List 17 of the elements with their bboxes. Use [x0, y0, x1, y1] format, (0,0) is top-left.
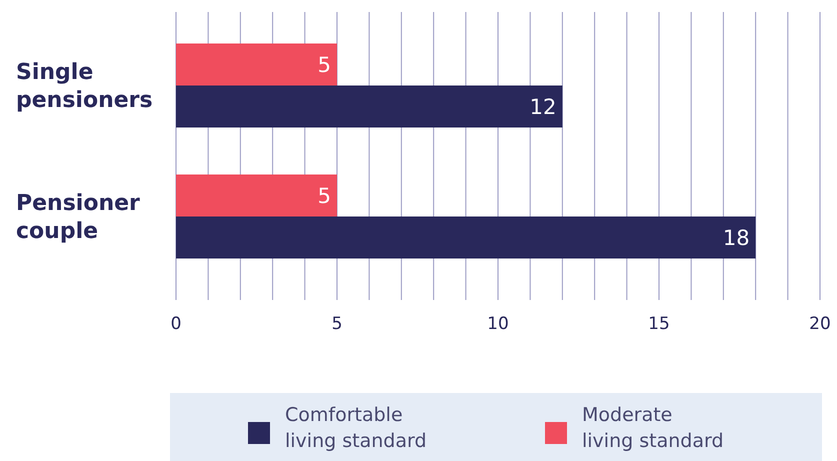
legend-label: Comfortable living standard [285, 404, 426, 452]
x-tick-label: 20 [809, 314, 831, 334]
x-tick-label: 15 [648, 314, 670, 334]
legend-label: Moderate living standard [582, 404, 724, 452]
bar [176, 86, 562, 128]
data-label: 18 [722, 226, 750, 250]
x-tick-label: 10 [487, 314, 509, 334]
y-tick-label: Pensioner couple [16, 191, 140, 244]
data-label: 5 [318, 184, 331, 208]
x-tick-label: 0 [170, 314, 182, 334]
data-label: 5 [318, 52, 331, 77]
y-tick-label: Single pensioners [16, 60, 153, 114]
bar [176, 174, 337, 216]
bar [176, 216, 756, 258]
x-tick-label: 5 [332, 314, 342, 334]
data-label: 12 [530, 94, 556, 119]
bar [176, 44, 337, 86]
